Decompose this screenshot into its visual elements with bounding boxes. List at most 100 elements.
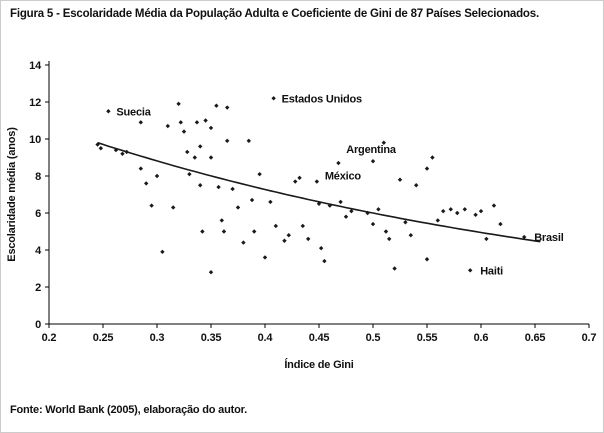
- scatter-point: [468, 268, 473, 273]
- scatter-point: [484, 236, 489, 242]
- scatter-point: [138, 166, 143, 171]
- scatter-point: [98, 146, 104, 151]
- x-tick-label: 0.5: [366, 332, 381, 344]
- scatter-point: [314, 179, 320, 184]
- scatter-point: [208, 125, 214, 131]
- scatter-chart: 0.2 0.25 0.3 0.35 0.4 0.45 0.5 0.55 0.6 0.65 0.7 0 2…: [6, 60, 597, 371]
- scatter-point: [230, 186, 235, 192]
- scatter-point: [336, 160, 341, 166]
- y-tick-label: 2: [35, 282, 41, 294]
- x-tick-label: 0.2: [42, 332, 57, 344]
- scatter-point: [455, 210, 460, 216]
- scatter-point: [271, 96, 276, 101]
- y-tick-label: 4: [35, 245, 42, 257]
- scatter-point: [522, 234, 527, 240]
- scatter-point: [185, 149, 190, 155]
- scatter-point: [424, 166, 430, 171]
- annotation-label: Estados Unidos: [282, 93, 362, 105]
- scatter-point: [430, 155, 435, 160]
- scatter-point: [435, 218, 440, 223]
- y-tick-label: 14: [29, 60, 42, 72]
- annotation-label: Argentina: [346, 144, 397, 156]
- scatter-point: [176, 101, 181, 107]
- scatter-point: [165, 123, 170, 129]
- y-tick-label: 12: [29, 97, 41, 109]
- scatter-point: [198, 144, 203, 149]
- scatter-point: [316, 201, 322, 206]
- scatter-point: [268, 199, 273, 205]
- scatter-point: [106, 109, 111, 114]
- x-tick-label: 0.7: [582, 332, 597, 344]
- scatter-point: [424, 257, 430, 262]
- y-tick-label: 8: [35, 171, 41, 183]
- scatter-point: [249, 197, 255, 203]
- scatter-point: [171, 205, 176, 210]
- scatter-point: [216, 184, 221, 190]
- x-tick-label: 0.45: [309, 332, 330, 344]
- x-tick-label: 0.3: [150, 332, 165, 344]
- y-tick-label: 6: [35, 208, 41, 220]
- scatter-point: [241, 240, 246, 245]
- scatter-point: [149, 203, 154, 208]
- scatter-point: [235, 205, 241, 210]
- scatter-point: [491, 203, 497, 208]
- scatter-point: [306, 236, 311, 242]
- scatter-point: [214, 103, 219, 108]
- annotation-label: Haiti: [480, 265, 503, 277]
- scatter-point: [338, 199, 343, 205]
- scatter-point: [397, 177, 403, 182]
- scatter-point: [478, 208, 484, 214]
- scatter-point: [473, 212, 478, 218]
- x-axis-title: Índice de Gini: [284, 358, 353, 371]
- scatter-point: [370, 221, 376, 227]
- scatter-point: [327, 203, 332, 208]
- scatter-point: [381, 140, 386, 145]
- scatter-point: [273, 223, 278, 229]
- annotation-label: Brasil: [534, 232, 564, 244]
- scatter-point: [408, 233, 413, 238]
- scatter-point: [246, 138, 251, 144]
- scatter-point: [221, 229, 227, 234]
- scatter-point: [441, 208, 446, 214]
- x-tick-label: 0.55: [417, 332, 438, 344]
- scatter-point: [154, 173, 160, 179]
- scatter-point: [113, 147, 119, 153]
- trend-line: [97, 141, 541, 243]
- source-note: Fonte: World Bank (2005), elaboração do …: [10, 404, 247, 416]
- scatter-point: [300, 223, 305, 229]
- scatter-point: [322, 258, 327, 264]
- scatter-point: [194, 120, 200, 125]
- figure-title: Figura 5 - Escolaridade Média da Populaç…: [10, 8, 539, 20]
- scatter-point: [282, 238, 287, 243]
- scatter-point: [208, 270, 214, 275]
- scatter-point: [252, 229, 257, 234]
- scatter-point: [286, 233, 291, 238]
- scatter-point: [365, 210, 370, 216]
- scatter-point: [392, 266, 397, 271]
- scatter-point: [318, 245, 324, 251]
- y-axis-title: Escolaridade média (anos): [6, 127, 18, 262]
- scatter-point: [208, 155, 214, 160]
- scatter-point: [198, 183, 203, 188]
- scatter-point: [376, 207, 381, 212]
- scatter-point: [120, 151, 125, 156]
- annotation-label: México: [325, 171, 362, 183]
- scatter-point: [462, 207, 467, 212]
- scatter-point: [297, 175, 302, 181]
- scatter-point: [403, 220, 408, 225]
- scatter-point: [178, 120, 183, 125]
- scatter-point: [225, 105, 230, 110]
- scatter-point: [262, 255, 268, 260]
- scatter-point: [383, 229, 389, 234]
- scatter-point: [448, 207, 453, 212]
- scatter-point: [200, 229, 205, 234]
- scatter-point: [414, 183, 419, 188]
- scatter-point: [144, 181, 149, 186]
- scatter-point: [192, 155, 197, 160]
- scatter-point: [219, 218, 224, 223]
- scatter-point: [257, 171, 262, 177]
- x-tick-label: 0.65: [525, 332, 546, 344]
- x-tick-label: 0.4: [258, 332, 274, 344]
- scatter-point: [95, 142, 100, 147]
